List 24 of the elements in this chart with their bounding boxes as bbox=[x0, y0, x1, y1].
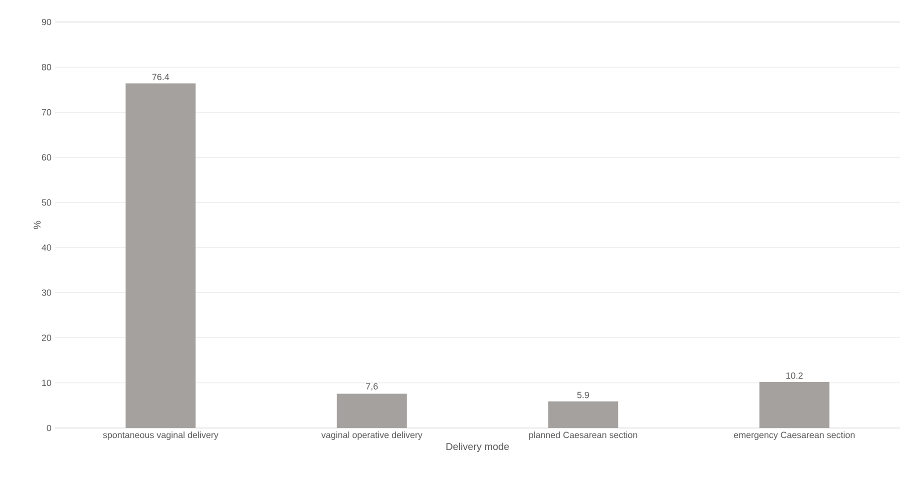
bar bbox=[548, 401, 618, 428]
bar bbox=[759, 382, 830, 428]
bar bbox=[336, 394, 407, 428]
y-tick-label: 20 bbox=[42, 334, 52, 341]
y-axis-title: % bbox=[34, 220, 41, 230]
data-label: 76.4 bbox=[152, 74, 170, 80]
y-tick-label: 50 bbox=[42, 199, 52, 206]
y-tick-label: 40 bbox=[42, 244, 52, 251]
bar bbox=[126, 83, 196, 428]
data-label: 7,6 bbox=[366, 383, 378, 391]
y-tick-label: 80 bbox=[42, 64, 52, 70]
x-tick-label: vaginal operative delivery bbox=[321, 432, 422, 440]
data-label: 5.9 bbox=[577, 392, 589, 398]
y-tick-label: 0 bbox=[46, 424, 52, 432]
data-label: 10.2 bbox=[786, 372, 803, 379]
x-tick-label: planned Caesarean section bbox=[529, 432, 638, 440]
y-tick-label: 70 bbox=[42, 109, 52, 116]
y-tick-label: 10 bbox=[42, 380, 52, 386]
y-tick-label: 30 bbox=[42, 289, 52, 296]
y-tick-label: 60 bbox=[42, 154, 52, 161]
x-tick-label: spontaneous vaginal delivery bbox=[103, 432, 218, 440]
x-tick-label: emergency Caesarean section bbox=[734, 432, 855, 440]
x-axis-title: Delivery mode bbox=[446, 442, 509, 452]
y-tick-label: 90 bbox=[42, 18, 52, 26]
